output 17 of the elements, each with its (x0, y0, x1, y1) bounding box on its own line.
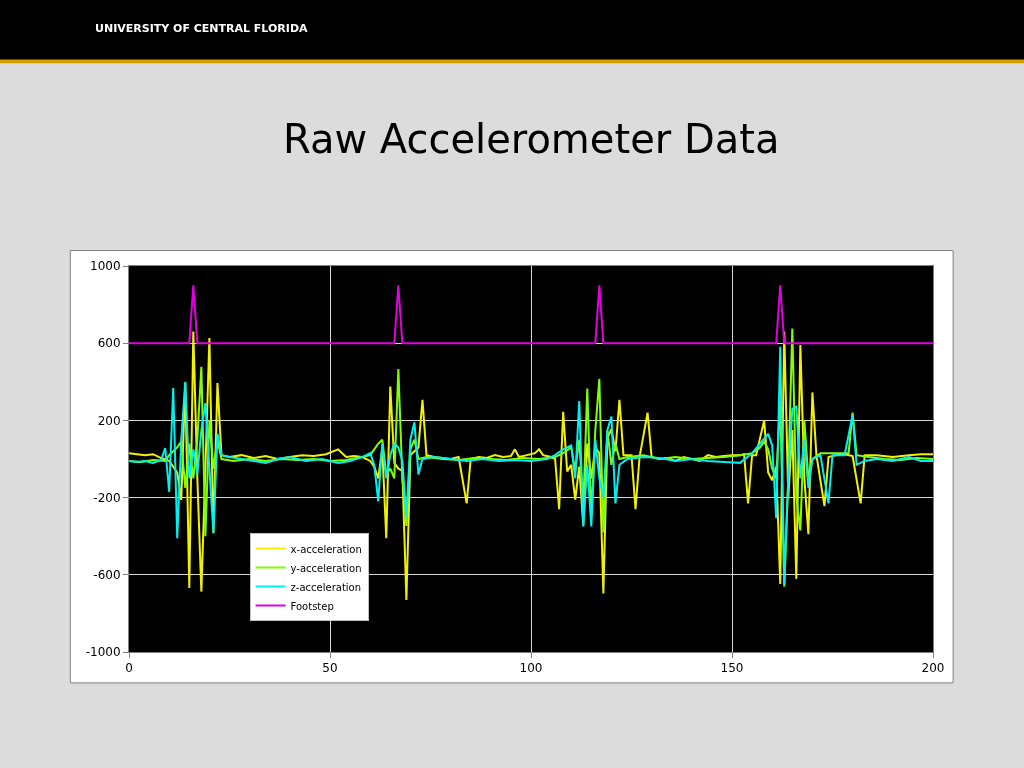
y-tick-label: 600 (97, 336, 121, 351)
y-tick-label: -200 (93, 490, 121, 505)
y-tick-label: -1000 (85, 645, 121, 660)
y-tick-label: 200 (97, 413, 121, 428)
x-tick-label: 100 (519, 661, 543, 676)
legend-label: y-acceleration (290, 562, 362, 574)
text: UNIVERSITY OF CENTRAL FLORIDA (95, 22, 309, 35)
legend-label: Footstep (290, 600, 334, 612)
x-tick-label: 0 (125, 661, 133, 676)
x-tick-label: 150 (720, 661, 744, 676)
x-tick-label: 50 (322, 661, 338, 676)
x-tick-label: 200 (921, 661, 945, 676)
y-tick-label: -600 (93, 568, 121, 582)
legend-label: x-acceleration (290, 543, 362, 555)
chart-title: Raw Accelerometer Data (283, 116, 780, 162)
legend-label: z-acceleration (290, 581, 362, 593)
y-tick-label: 1000 (90, 259, 121, 274)
